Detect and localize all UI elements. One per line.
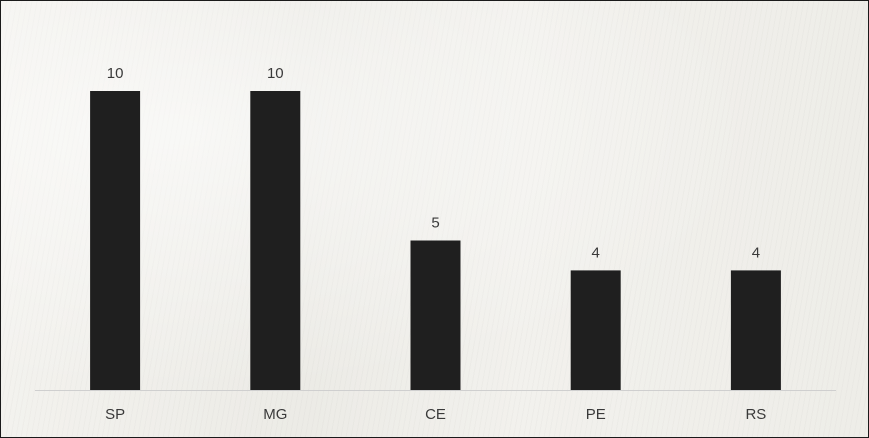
x-tick-label-ce: CE [425,406,446,423]
bar-mg [250,91,301,390]
data-label-ce: 5 [431,215,439,232]
x-tick-label-sp: SP [105,406,125,423]
x-tick-label-rs: RS [745,406,766,423]
bar-pe [570,270,621,390]
bar-rs [730,270,781,390]
x-tick-label-pe: PE [586,406,606,423]
bars-group [90,91,781,390]
x-tick-label-mg: MG [263,406,287,423]
data-label-mg: 10 [267,65,284,82]
bar-ce [410,240,461,390]
data-label-pe: 4 [592,244,600,261]
x-tick-labels-group: SP MG CE PE RS [105,406,766,423]
data-labels-group: 10 10 5 4 4 [107,65,760,261]
data-label-sp: 10 [107,65,124,82]
bar-sp [90,91,141,390]
data-label-rs: 4 [752,244,760,261]
